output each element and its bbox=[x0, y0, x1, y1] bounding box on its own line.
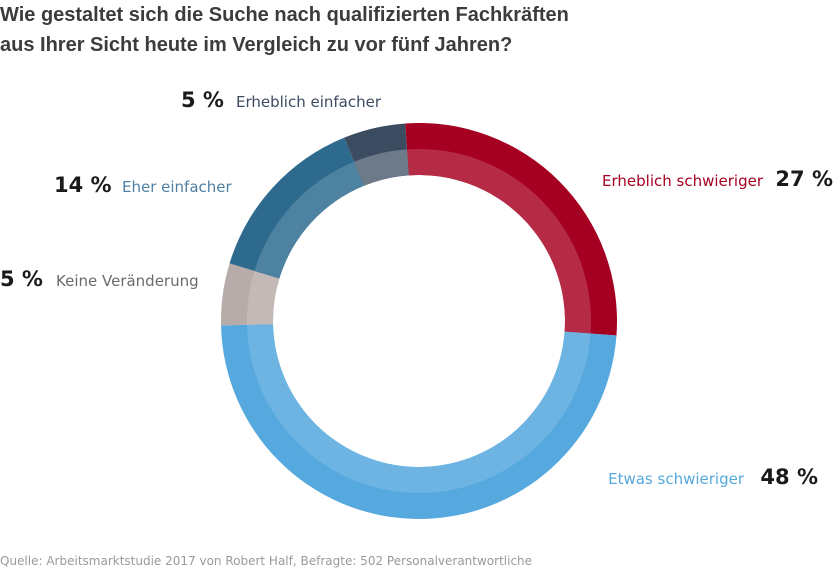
donut-slices-outer bbox=[221, 123, 617, 519]
slice-label-erheblich-einfacher: Erheblich einfacher bbox=[236, 93, 382, 111]
chart-title: Wie gestaltet sich die Suche nach qualif… bbox=[0, 0, 800, 60]
pct-label-eher-einfacher: 14 % bbox=[54, 173, 112, 197]
donut-labels: 27 % Erheblich schwieriger 48 % Etwas schwi… bbox=[0, 88, 833, 489]
slice-label-keine-veraenderung: Keine Veränderung bbox=[56, 272, 199, 290]
pct-label-keine-veraenderung: 5 % bbox=[0, 267, 43, 291]
slice-inner-erheblich-schwieriger bbox=[407, 149, 591, 334]
pct-label-etwas-schwieriger: 48 % bbox=[760, 465, 818, 489]
slice-inner-keine-veraenderung bbox=[246, 270, 280, 325]
slice-etwas-schwieriger bbox=[221, 324, 617, 519]
source-note: Quelle: Arbeitsmarktstudie 2017 von Robe… bbox=[0, 554, 533, 568]
pct-label-erheblich-schwieriger: 27 % bbox=[775, 167, 833, 191]
chart-title-line-2: aus Ihrer Sicht heute im Vergleich zu vo… bbox=[0, 34, 513, 56]
slice-label-eher-einfacher: Eher einfacher bbox=[122, 178, 233, 196]
donut-slices-inner bbox=[246, 149, 591, 493]
slice-inner-erheblich-einfacher bbox=[354, 149, 409, 186]
chart-title-line-1: Wie gestaltet sich die Suche nach qualif… bbox=[0, 4, 569, 26]
slice-label-erheblich-schwieriger: Erheblich schwieriger bbox=[602, 172, 764, 190]
pct-label-erheblich-einfacher: 5 % bbox=[181, 88, 224, 112]
slice-inner-eher-einfacher bbox=[254, 161, 364, 279]
slice-label-etwas-schwieriger: Etwas schwieriger bbox=[608, 470, 745, 488]
slice-inner-etwas-schwieriger bbox=[247, 324, 591, 493]
